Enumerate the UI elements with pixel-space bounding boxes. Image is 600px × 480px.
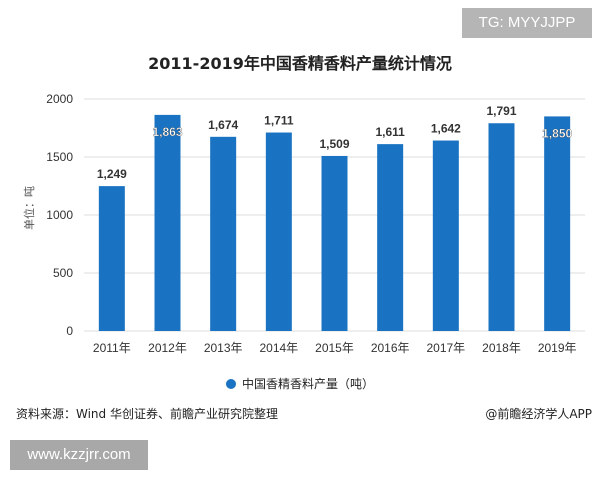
bar — [432, 140, 459, 331]
bar — [377, 144, 404, 331]
data-label: 1,249 — [97, 167, 127, 181]
y-tick-label: 1500 — [46, 150, 73, 164]
x-tick-label: 2014年 — [259, 341, 298, 355]
legend-marker — [225, 379, 236, 389]
data-label: 1,611 — [375, 125, 405, 139]
tg-watermark: TG: MYYJJPP — [462, 8, 592, 38]
data-label: 1,850 — [542, 126, 572, 140]
bar — [544, 116, 571, 332]
source-note: 资料来源：Wind 华创证券、前瞻产业研究院整理 — [16, 407, 278, 421]
x-tick-label: 2018年 — [482, 341, 521, 355]
bar — [210, 136, 237, 331]
legend-label: 中国香精香料产量（吨） — [241, 377, 374, 391]
y-tick-label: 1000 — [46, 208, 73, 222]
chart-title: 2011-2019年中国香精香料产量统计情况 — [148, 54, 452, 73]
y-tick-label: 500 — [53, 266, 73, 280]
y-tick-label: 0 — [66, 324, 73, 338]
bar — [98, 186, 125, 331]
credit-note: @前瞻经济学人APP — [485, 407, 592, 421]
bar — [265, 132, 292, 331]
data-label: 1,791 — [486, 104, 516, 118]
bar — [154, 114, 181, 331]
x-tick-label: 2013年 — [204, 341, 243, 355]
legend: 中国香精香料产量（吨） — [0, 375, 600, 392]
x-tick-label: 2016年 — [371, 341, 410, 355]
data-label: 1,509 — [319, 137, 349, 151]
bar — [488, 123, 515, 331]
x-tick-label: 2011年 — [93, 341, 131, 355]
x-tick-label: 2019年 — [538, 341, 577, 355]
url-watermark: www.kzzjrr.com — [10, 440, 148, 470]
x-tick-label: 2017年 — [426, 341, 465, 355]
data-label: 1,642 — [431, 122, 461, 136]
x-tick-label: 2015年 — [315, 341, 354, 355]
y-tick-label: 2000 — [46, 92, 73, 106]
bar — [321, 155, 348, 331]
data-label: 1,863 — [152, 125, 182, 139]
chart-plot: 0 500 1000 1500 2000 1,249 2011年 1,863 2012年 1,67… — [46, 92, 585, 355]
x-tick-label: 2012年 — [148, 341, 187, 355]
data-label: 1,674 — [208, 118, 238, 132]
data-label: 1,711 — [264, 114, 294, 128]
